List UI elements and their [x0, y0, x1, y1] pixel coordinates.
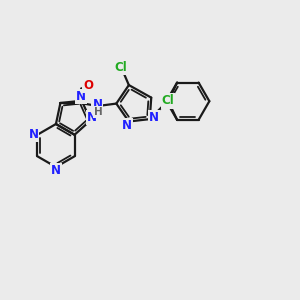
Text: N: N — [92, 98, 102, 111]
Text: H: H — [94, 107, 102, 117]
Text: Cl: Cl — [162, 95, 175, 108]
Text: N: N — [122, 118, 132, 132]
Text: N: N — [149, 111, 159, 124]
Text: Cl: Cl — [162, 94, 175, 107]
Text: N: N — [28, 128, 38, 141]
Text: Cl: Cl — [115, 61, 128, 74]
Text: O: O — [83, 80, 93, 92]
Text: N: N — [76, 90, 86, 104]
Text: N: N — [87, 111, 97, 124]
Text: N: N — [51, 164, 61, 177]
